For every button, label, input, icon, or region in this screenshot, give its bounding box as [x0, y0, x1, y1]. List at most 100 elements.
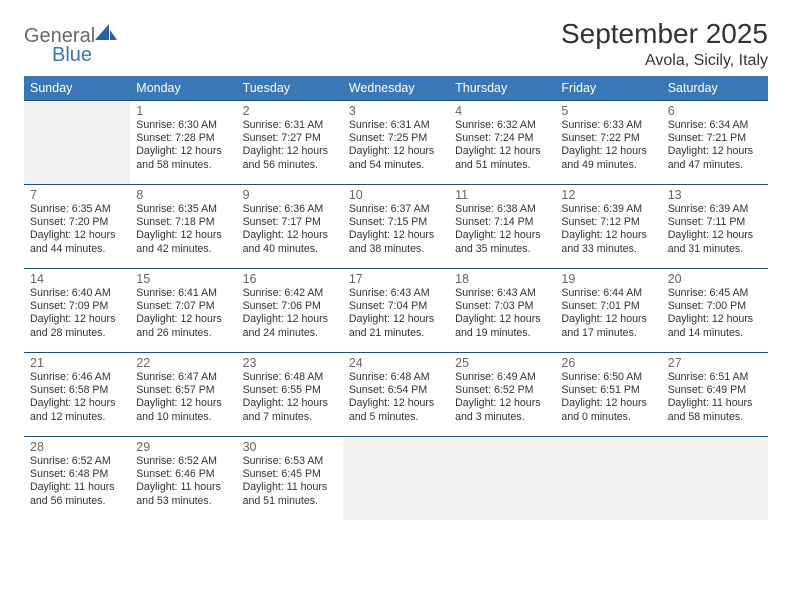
- sunset-text: Sunset: 7:28 PM: [136, 132, 230, 145]
- sunrise-text: Sunrise: 6:50 AM: [561, 371, 655, 384]
- daylight-text: and 42 minutes.: [136, 243, 230, 256]
- sunrise-text: Sunrise: 6:46 AM: [30, 371, 124, 384]
- day-number: 22: [136, 356, 230, 370]
- day-number: 20: [668, 272, 762, 286]
- day-number: 8: [136, 188, 230, 202]
- calendar-filler-cell: [449, 436, 555, 520]
- daylight-text: Daylight: 12 hours: [243, 145, 337, 158]
- daylight-text: Daylight: 12 hours: [455, 397, 549, 410]
- sunset-text: Sunset: 7:00 PM: [668, 300, 762, 313]
- day-number: 17: [349, 272, 443, 286]
- sunrise-text: Sunrise: 6:31 AM: [349, 119, 443, 132]
- day-number: 13: [668, 188, 762, 202]
- calendar-day-cell: 19Sunrise: 6:44 AMSunset: 7:01 PMDayligh…: [555, 268, 661, 352]
- calendar-day-cell: 10Sunrise: 6:37 AMSunset: 7:15 PMDayligh…: [343, 184, 449, 268]
- daylight-text: and 33 minutes.: [561, 243, 655, 256]
- day-number: 6: [668, 104, 762, 118]
- daylight-text: Daylight: 12 hours: [561, 397, 655, 410]
- calendar-day-cell: 12Sunrise: 6:39 AMSunset: 7:12 PMDayligh…: [555, 184, 661, 268]
- calendar-day-cell: 26Sunrise: 6:50 AMSunset: 6:51 PMDayligh…: [555, 352, 661, 436]
- sunset-text: Sunset: 7:17 PM: [243, 216, 337, 229]
- day-number: 1: [136, 104, 230, 118]
- day-number: 25: [455, 356, 549, 370]
- dow-tuesday: Tuesday: [237, 76, 343, 100]
- sunset-text: Sunset: 6:49 PM: [668, 384, 762, 397]
- sunrise-text: Sunrise: 6:52 AM: [30, 455, 124, 468]
- calendar-day-cell: 17Sunrise: 6:43 AMSunset: 7:04 PMDayligh…: [343, 268, 449, 352]
- sunrise-text: Sunrise: 6:53 AM: [243, 455, 337, 468]
- sunrise-text: Sunrise: 6:44 AM: [561, 287, 655, 300]
- sunset-text: Sunset: 7:20 PM: [30, 216, 124, 229]
- daylight-text: Daylight: 12 hours: [455, 313, 549, 326]
- daylight-text: Daylight: 12 hours: [136, 397, 230, 410]
- daylight-text: Daylight: 11 hours: [30, 481, 124, 494]
- calendar-day-cell: 13Sunrise: 6:39 AMSunset: 7:11 PMDayligh…: [662, 184, 768, 268]
- sunset-text: Sunset: 7:12 PM: [561, 216, 655, 229]
- daylight-text: and 38 minutes.: [349, 243, 443, 256]
- dow-friday: Friday: [555, 76, 661, 100]
- calendar-grid: Sunday Monday Tuesday Wednesday Thursday…: [24, 76, 768, 520]
- dow-wednesday: Wednesday: [343, 76, 449, 100]
- calendar-day-cell: 3Sunrise: 6:31 AMSunset: 7:25 PMDaylight…: [343, 100, 449, 184]
- calendar-day-cell: 23Sunrise: 6:48 AMSunset: 6:55 PMDayligh…: [237, 352, 343, 436]
- location-label: Avola, Sicily, Italy: [561, 52, 768, 70]
- daylight-text: Daylight: 12 hours: [349, 397, 443, 410]
- day-number: 15: [136, 272, 230, 286]
- daylight-text: Daylight: 11 hours: [668, 397, 762, 410]
- calendar-filler-cell: [555, 436, 661, 520]
- daylight-text: Daylight: 12 hours: [30, 313, 124, 326]
- calendar-day-cell: 20Sunrise: 6:45 AMSunset: 7:00 PMDayligh…: [662, 268, 768, 352]
- sunrise-text: Sunrise: 6:42 AM: [243, 287, 337, 300]
- day-number: 24: [349, 356, 443, 370]
- calendar-day-cell: 28Sunrise: 6:52 AMSunset: 6:48 PMDayligh…: [24, 436, 130, 520]
- sunrise-text: Sunrise: 6:45 AM: [668, 287, 762, 300]
- calendar-day-cell: 21Sunrise: 6:46 AMSunset: 6:58 PMDayligh…: [24, 352, 130, 436]
- daylight-text: Daylight: 12 hours: [243, 313, 337, 326]
- day-number: 23: [243, 356, 337, 370]
- calendar-day-cell: 8Sunrise: 6:35 AMSunset: 7:18 PMDaylight…: [130, 184, 236, 268]
- day-number: 5: [561, 104, 655, 118]
- day-number: 26: [561, 356, 655, 370]
- daylight-text: Daylight: 12 hours: [243, 229, 337, 242]
- daylight-text: Daylight: 12 hours: [668, 229, 762, 242]
- daylight-text: and 24 minutes.: [243, 327, 337, 340]
- daylight-text: and 56 minutes.: [243, 159, 337, 172]
- day-number: 29: [136, 440, 230, 454]
- daylight-text: Daylight: 12 hours: [455, 145, 549, 158]
- daylight-text: Daylight: 11 hours: [136, 481, 230, 494]
- sunset-text: Sunset: 7:11 PM: [668, 216, 762, 229]
- sunrise-text: Sunrise: 6:51 AM: [668, 371, 762, 384]
- sunrise-text: Sunrise: 6:43 AM: [455, 287, 549, 300]
- sunset-text: Sunset: 7:25 PM: [349, 132, 443, 145]
- day-number: 28: [30, 440, 124, 454]
- sunrise-text: Sunrise: 6:37 AM: [349, 203, 443, 216]
- calendar-day-cell: 24Sunrise: 6:48 AMSunset: 6:54 PMDayligh…: [343, 352, 449, 436]
- sunset-text: Sunset: 7:03 PM: [455, 300, 549, 313]
- sunset-text: Sunset: 7:04 PM: [349, 300, 443, 313]
- sunset-text: Sunset: 7:22 PM: [561, 132, 655, 145]
- sunset-text: Sunset: 7:27 PM: [243, 132, 337, 145]
- daylight-text: Daylight: 12 hours: [455, 229, 549, 242]
- sunrise-text: Sunrise: 6:48 AM: [243, 371, 337, 384]
- daylight-text: Daylight: 12 hours: [561, 229, 655, 242]
- sunset-text: Sunset: 7:14 PM: [455, 216, 549, 229]
- calendar-day-cell: 14Sunrise: 6:40 AMSunset: 7:09 PMDayligh…: [24, 268, 130, 352]
- daylight-text: Daylight: 12 hours: [136, 145, 230, 158]
- calendar-day-cell: 1Sunrise: 6:30 AMSunset: 7:28 PMDaylight…: [130, 100, 236, 184]
- dow-thursday: Thursday: [449, 76, 555, 100]
- calendar-filler-cell: [662, 436, 768, 520]
- daylight-text: and 12 minutes.: [30, 411, 124, 424]
- daylight-text: Daylight: 12 hours: [561, 313, 655, 326]
- sunset-text: Sunset: 6:55 PM: [243, 384, 337, 397]
- sunrise-text: Sunrise: 6:35 AM: [136, 203, 230, 216]
- daylight-text: Daylight: 12 hours: [561, 145, 655, 158]
- sunset-text: Sunset: 7:09 PM: [30, 300, 124, 313]
- calendar-day-cell: 25Sunrise: 6:49 AMSunset: 6:52 PMDayligh…: [449, 352, 555, 436]
- calendar-filler-cell: [24, 100, 130, 184]
- daylight-text: Daylight: 11 hours: [243, 481, 337, 494]
- sunrise-text: Sunrise: 6:32 AM: [455, 119, 549, 132]
- daylight-text: and 51 minutes.: [243, 495, 337, 508]
- logo: General Blue: [24, 18, 117, 67]
- sunrise-text: Sunrise: 6:31 AM: [243, 119, 337, 132]
- daylight-text: Daylight: 12 hours: [30, 229, 124, 242]
